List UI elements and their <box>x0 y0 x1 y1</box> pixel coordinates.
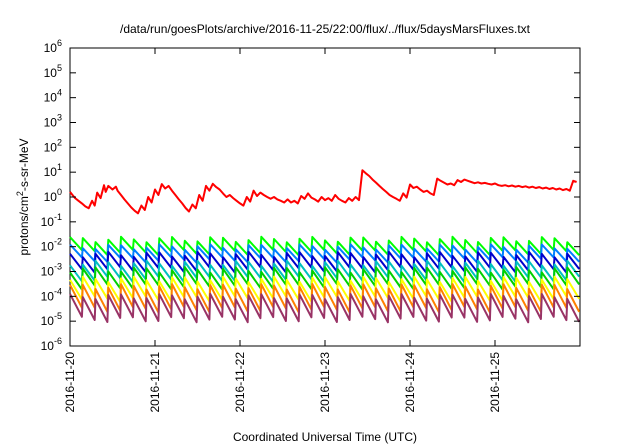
y-tick-label-base: 10 <box>44 66 58 80</box>
y-tick-label-base: 10 <box>41 215 55 229</box>
y-tick-label-8: 102 <box>44 137 62 154</box>
y-axis-title-main: protons/cm <box>17 196 31 255</box>
x-axis-title: Coordinated Universal Time (UTC) <box>233 430 417 444</box>
x-tick-label-2: 2016-11-22 <box>233 352 247 413</box>
y-tick-label-1: 10-5 <box>41 311 62 328</box>
y-tick-label-exp: -6 <box>54 336 62 346</box>
x-tick-label-3: 2016-11-23 <box>318 352 332 413</box>
y-tick-label-exp: 3 <box>57 113 62 123</box>
x-tick-label-0: 2016-11-20 <box>63 352 77 413</box>
y-tick-label-base: 10 <box>44 91 58 105</box>
y-tick-label-exp: 2 <box>57 137 62 147</box>
chart-title: /data/run/goesPlots/archive/2016-11-25/2… <box>120 22 531 36</box>
x-tick-label-5: 2016-11-25 <box>488 352 502 413</box>
series-line-8 <box>69 292 581 324</box>
y-tick-label-2: 10-4 <box>41 286 62 303</box>
series-line-0 <box>69 169 577 215</box>
y-tick-label-exp: -3 <box>54 262 62 272</box>
y-tick-label-exp: 1 <box>57 162 62 172</box>
y-axis-title: protons/cm2-s-sr-MeV <box>15 138 31 255</box>
y-tick-label-base: 10 <box>41 314 55 328</box>
y-tick-label-exp: -5 <box>54 311 62 321</box>
y-tick-label-base: 10 <box>44 190 58 204</box>
y-tick-label-base: 10 <box>41 289 55 303</box>
y-tick-label-7: 101 <box>44 162 62 179</box>
y-tick-label-5: 10-1 <box>41 212 62 229</box>
y-tick-label-base: 10 <box>41 339 55 353</box>
y-tick-label-base: 10 <box>44 165 58 179</box>
y-tick-label-exp: 6 <box>57 38 62 48</box>
x-axis: 2016-11-20 2016-11-21 2016-11-22 2016-11-23… <box>63 48 502 413</box>
y-tick-label-base: 10 <box>44 140 58 154</box>
y-tick-label-3: 10-3 <box>41 262 62 279</box>
y-axis: 10-610-510-410-310-210-11001011021031041… <box>41 38 580 353</box>
y-tick-label-exp: -2 <box>54 237 62 247</box>
y-tick-label-exp: 0 <box>57 187 62 197</box>
y-tick-label-base: 10 <box>44 116 58 130</box>
y-tick-label-base: 10 <box>41 240 55 254</box>
x-tick-label-1: 2016-11-21 <box>148 352 162 413</box>
y-tick-label-base: 10 <box>44 41 58 55</box>
y-tick-label-10: 104 <box>44 88 62 105</box>
y-tick-label-9: 103 <box>44 113 62 130</box>
y-tick-label-exp: -1 <box>54 212 62 222</box>
y-tick-label-base: 10 <box>41 265 55 279</box>
y-tick-label-6: 100 <box>44 187 62 204</box>
y-tick-label-12: 106 <box>44 38 62 55</box>
y-tick-label-4: 10-2 <box>41 237 62 254</box>
series-layer <box>69 169 581 324</box>
y-tick-label-0: 10-6 <box>41 336 62 353</box>
y-tick-label-exp: 5 <box>57 63 62 73</box>
y-axis-title-rest: -s-sr-MeV <box>17 138 31 191</box>
y-axis-title-sup: 2 <box>15 191 25 196</box>
x-tick-label-4: 2016-11-24 <box>403 352 417 413</box>
y-tick-label-exp: -4 <box>54 286 62 296</box>
y-tick-label-exp: 4 <box>57 88 62 98</box>
y-tick-label-11: 105 <box>44 63 62 80</box>
